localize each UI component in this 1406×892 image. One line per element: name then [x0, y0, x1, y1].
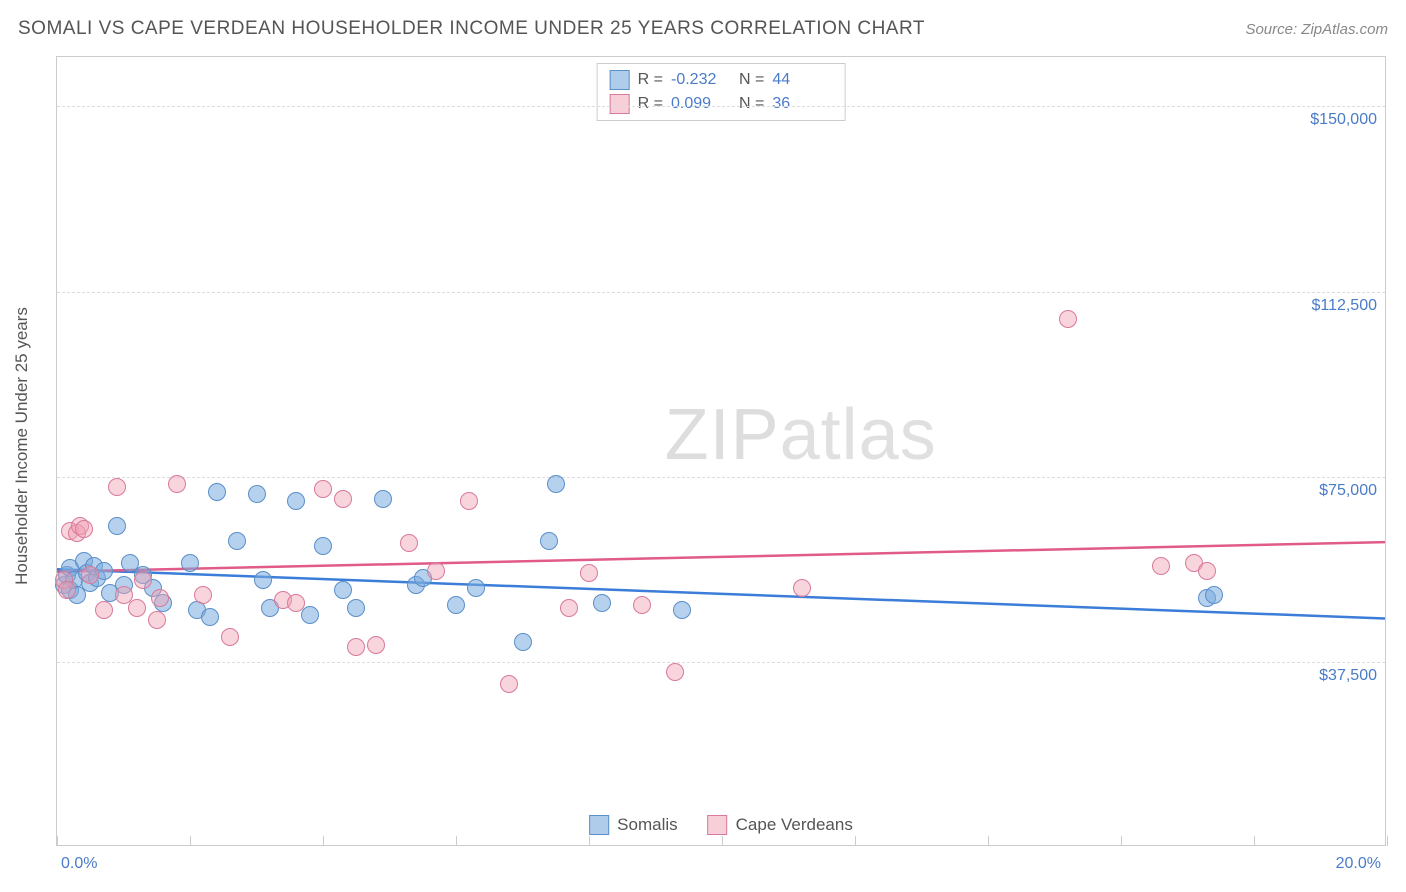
watermark: ZIPatlas [665, 394, 937, 476]
y-tick-label: $150,000 [1310, 111, 1377, 129]
x-tick [323, 836, 324, 846]
grid-line [57, 106, 1385, 107]
data-point [108, 517, 126, 535]
data-point [666, 663, 684, 681]
data-point [314, 480, 332, 498]
plot-frame: ZIPatlas R = -0.232 N = 44 R = 0.099 N =… [56, 56, 1386, 846]
source-attribution: Source: ZipAtlas.com [1245, 21, 1388, 38]
data-point [254, 571, 272, 589]
data-point [194, 586, 212, 604]
x-tick [855, 836, 856, 846]
data-point [547, 475, 565, 493]
data-point [58, 581, 76, 599]
data-point [460, 492, 478, 510]
data-point [168, 475, 186, 493]
x-tick [190, 836, 191, 846]
y-tick-label: $75,000 [1319, 482, 1377, 500]
plot-area: ZIPatlas R = -0.232 N = 44 R = 0.099 N =… [57, 57, 1385, 845]
data-point [560, 599, 578, 617]
data-point [374, 490, 392, 508]
data-point [151, 589, 169, 607]
trend-lines [57, 57, 1385, 845]
swatch-capeverdeans-icon [708, 815, 728, 835]
legend-row-capeverdeans: R = 0.099 N = 36 [610, 92, 833, 116]
data-point [467, 579, 485, 597]
data-point [334, 581, 352, 599]
x-tick [57, 836, 58, 846]
swatch-somalis [610, 70, 630, 90]
data-point [447, 596, 465, 614]
data-point [400, 534, 418, 552]
data-point [208, 483, 226, 501]
y-axis-title: Householder Income Under 25 years [12, 307, 32, 585]
grid-line [57, 477, 1385, 478]
data-point [287, 594, 305, 612]
data-point [347, 638, 365, 656]
data-point [301, 606, 319, 624]
data-point [248, 485, 266, 503]
series-legend: Somalis Cape Verdeans [589, 815, 853, 835]
data-point [128, 599, 146, 617]
data-point [673, 601, 691, 619]
x-tick [1254, 836, 1255, 846]
x-tick [456, 836, 457, 846]
grid-line [57, 292, 1385, 293]
x-tick [988, 836, 989, 846]
data-point [334, 490, 352, 508]
data-point [201, 608, 219, 626]
chart-title: SOMALI VS CAPE VERDEAN HOUSEHOLDER INCOM… [18, 18, 925, 40]
y-tick-label: $37,500 [1319, 667, 1377, 685]
x-tick [589, 836, 590, 846]
data-point [134, 571, 152, 589]
title-bar: SOMALI VS CAPE VERDEAN HOUSEHOLDER INCOM… [18, 18, 1388, 40]
data-point [228, 532, 246, 550]
y-tick-label: $112,500 [1311, 297, 1377, 315]
swatch-capeverdeans [610, 94, 630, 114]
data-point [347, 599, 365, 617]
data-point [148, 611, 166, 629]
data-point [540, 532, 558, 550]
legend-item-somalis: Somalis [589, 815, 677, 835]
data-point [367, 636, 385, 654]
x-tick [1387, 836, 1388, 846]
x-tick [722, 836, 723, 846]
data-point [793, 579, 811, 597]
data-point [181, 554, 199, 572]
data-point [75, 520, 93, 538]
x-max-label: 20.0% [1336, 855, 1381, 873]
data-point [1205, 586, 1223, 604]
data-point [108, 478, 126, 496]
data-point [500, 675, 518, 693]
data-point [221, 628, 239, 646]
x-min-label: 0.0% [61, 855, 97, 873]
data-point [287, 492, 305, 510]
data-point [580, 564, 598, 582]
legend-row-somalis: R = -0.232 N = 44 [610, 68, 833, 92]
data-point [314, 537, 332, 555]
data-point [1198, 562, 1216, 580]
correlation-legend: R = -0.232 N = 44 R = 0.099 N = 36 [597, 63, 846, 121]
swatch-somalis-icon [589, 815, 609, 835]
data-point [514, 633, 532, 651]
data-point [427, 562, 445, 580]
data-point [81, 566, 99, 584]
legend-item-capeverdeans: Cape Verdeans [708, 815, 853, 835]
x-tick [1121, 836, 1122, 846]
data-point [593, 594, 611, 612]
data-point [95, 601, 113, 619]
data-point [1059, 310, 1077, 328]
grid-line [57, 662, 1385, 663]
data-point [633, 596, 651, 614]
data-point [1152, 557, 1170, 575]
